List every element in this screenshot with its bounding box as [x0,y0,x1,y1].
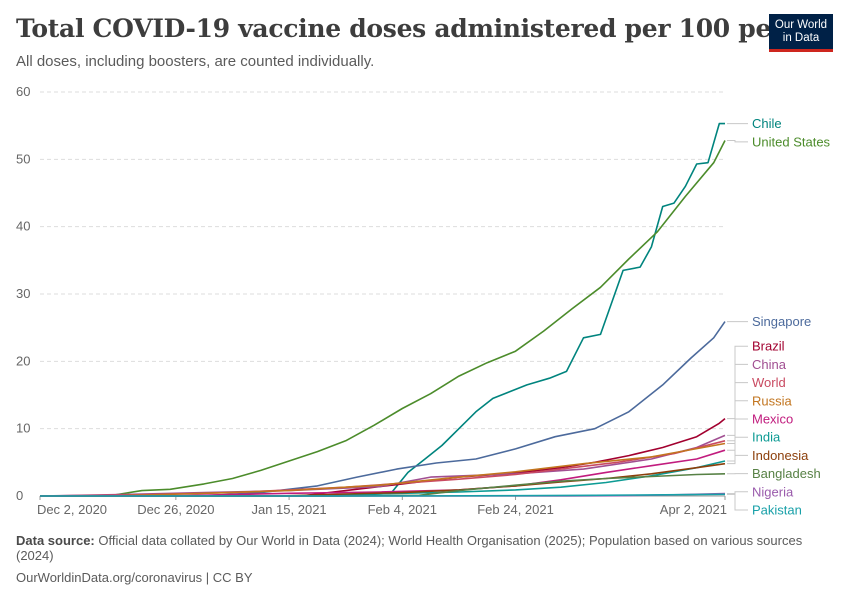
data-source: Data source: Official data collated by O… [16,533,816,563]
logo-line-1: Our World [774,19,828,31]
legend-connector [727,139,748,143]
line-chart: 0 10 20 30 40 50 60 Dec 2, 2020 Dec 26, 2020 Jan … [16,84,831,518]
x-tick-label: Dec 2, 2020 [37,502,107,517]
series-label: Indonesia [752,448,809,463]
y-tick-label: 50 [16,151,30,166]
series-label: World [752,375,786,390]
legend-connector [727,382,748,442]
legend-connector [727,493,748,511]
series-label: Bangladesh [752,466,821,481]
x-tick-label: Feb 24, 2021 [477,502,554,517]
series-label: India [752,430,781,445]
y-tick-label: 0 [16,488,23,503]
y-tick-label: 20 [16,353,30,368]
series-label: Russia [752,393,793,408]
series-label: China [752,357,787,372]
y-tick-label: 10 [16,421,30,436]
series-line-world [39,440,726,497]
series-label: Mexico [752,412,793,427]
x-tick-label: Jan 15, 2021 [251,502,326,517]
series-label: Nigeria [752,484,794,499]
legend-connector [727,436,748,462]
chart-subtitle: All doses, including boosters, are count… [16,53,375,70]
series-line-chile [40,122,725,497]
source-label: Data source: [16,533,95,548]
legend-connector [727,363,748,436]
owid-logo[interactable]: Our World in Data [769,14,833,52]
series-label: Pakistan [752,503,802,518]
series-line-brazil [40,417,726,497]
chart-title: Total COVID-19 vaccine doses administere… [16,14,830,43]
legend-connector [727,491,748,495]
legend-connector [727,454,748,465]
credit-link[interactable]: OurWorldinData.org/coronavirus | CC BY [16,570,253,585]
source-text: Official data collated by Our World in D… [16,533,803,563]
series-line-united-states [40,140,726,497]
x-tick-label: Dec 26, 2020 [137,502,214,517]
y-tick-label: 40 [16,219,30,234]
series-label: Brazil [752,339,785,354]
y-tick-label: 30 [16,286,30,301]
series-label: Chile [752,116,782,131]
legend-connector [727,418,748,451]
x-tick-label: Feb 4, 2021 [368,502,437,517]
series-line-pakistan [40,493,726,497]
x-tick-label: Apr 2, 2021 [660,502,727,517]
series-label: United States [752,134,831,149]
series-line-russia [40,442,726,497]
y-tick-label: 60 [16,84,30,99]
logo-line-2: in Data [782,32,820,44]
series-label: Singapore [752,314,811,329]
